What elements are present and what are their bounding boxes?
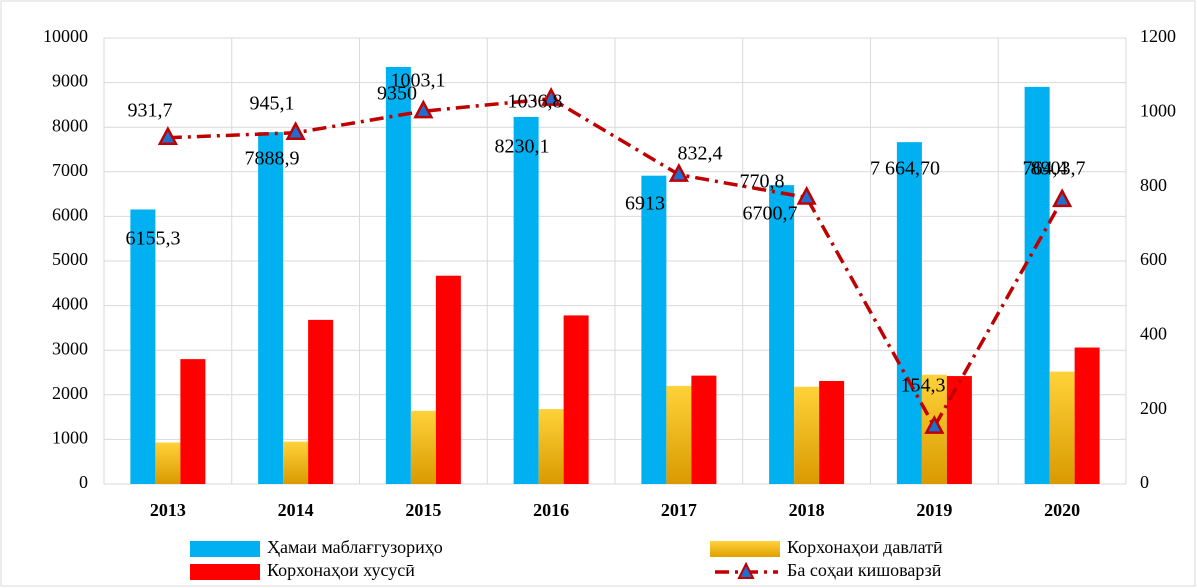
legend-label: Корхонаҳои давлатӣ bbox=[787, 537, 943, 557]
bar bbox=[538, 409, 564, 484]
y2-tick-label: 1200 bbox=[1140, 26, 1176, 46]
data-label: 764,4 bbox=[1023, 158, 1068, 180]
y2-tick-label: 200 bbox=[1140, 398, 1167, 418]
bar bbox=[769, 185, 795, 484]
data-label: 8230,1 bbox=[495, 136, 550, 158]
y-tick-label: 3000 bbox=[52, 338, 88, 358]
legend-swatch bbox=[190, 541, 260, 557]
bar bbox=[155, 442, 181, 484]
y2-tick-label: 800 bbox=[1140, 175, 1167, 195]
y-tick-label: 8000 bbox=[52, 115, 88, 135]
bar bbox=[563, 315, 589, 484]
x-tick-label: 2019 bbox=[916, 500, 952, 520]
y-tick-label: 10000 bbox=[43, 26, 88, 46]
y-tick-label: 4000 bbox=[52, 294, 88, 314]
bar bbox=[641, 175, 667, 484]
marker bbox=[796, 185, 817, 205]
data-label: 7888,9 bbox=[245, 148, 300, 170]
data-label: 7 664,70 bbox=[870, 158, 940, 180]
legend-label: Корхонаҳои хусусӣ bbox=[267, 560, 415, 580]
bar bbox=[308, 319, 334, 484]
marker bbox=[668, 162, 689, 182]
y-tick-label: 9000 bbox=[52, 71, 88, 91]
y2-tick-label: 0 bbox=[1140, 472, 1149, 492]
bar bbox=[258, 132, 284, 484]
marker bbox=[157, 126, 178, 145]
bar bbox=[410, 410, 436, 484]
x-tick-label: 2017 bbox=[661, 500, 697, 520]
y-tick-label: 5000 bbox=[52, 249, 88, 269]
y-tick-label: 1000 bbox=[52, 428, 88, 448]
x-tick-label: 2016 bbox=[533, 500, 569, 520]
bar bbox=[1074, 347, 1100, 484]
data-label: 9350 bbox=[377, 83, 417, 105]
data-label: 8903,7 bbox=[1031, 158, 1086, 180]
bar bbox=[691, 375, 717, 484]
bar bbox=[946, 376, 972, 484]
marker bbox=[1052, 188, 1073, 208]
marker bbox=[541, 86, 562, 106]
x-tick-label: 2018 bbox=[789, 500, 825, 520]
y-tick-label: 7000 bbox=[52, 160, 88, 180]
data-label: 945,1 bbox=[250, 93, 295, 115]
marker bbox=[285, 121, 306, 140]
data-label: 154,3 bbox=[901, 375, 946, 397]
bar bbox=[1049, 371, 1075, 484]
bar bbox=[130, 209, 156, 484]
x-tick-label: 2014 bbox=[278, 500, 314, 520]
y2-tick-label: 600 bbox=[1140, 249, 1167, 269]
bar bbox=[794, 386, 820, 484]
x-tick-label: 2020 bbox=[1044, 500, 1080, 520]
x-tick-label: 2013 bbox=[150, 500, 186, 520]
legend-label: Ба соҳаи кишоварзӣ bbox=[787, 560, 942, 580]
y-tick-label: 6000 bbox=[52, 205, 88, 225]
marker bbox=[413, 99, 434, 119]
data-label: 6913 bbox=[625, 193, 665, 215]
bar bbox=[1024, 86, 1050, 484]
line bbox=[167, 96, 1064, 431]
data-label: 6155,3 bbox=[126, 228, 181, 250]
legend-label: Ҳамаи маблағгузориҳо bbox=[267, 537, 443, 557]
data-label: 931,7 bbox=[128, 100, 173, 122]
bar bbox=[283, 441, 309, 484]
data-label: 1036,8 bbox=[508, 91, 563, 113]
data-label: 6700,7 bbox=[743, 203, 798, 225]
y2-tick-label: 1000 bbox=[1140, 100, 1176, 120]
bar bbox=[819, 380, 845, 484]
y-tick-label: 0 bbox=[79, 472, 88, 492]
bar bbox=[666, 385, 692, 484]
data-label: 770,8 bbox=[740, 171, 785, 193]
marker bbox=[924, 414, 945, 434]
bar bbox=[435, 275, 461, 484]
data-label: 1003,1 bbox=[391, 70, 446, 92]
y-tick-label: 2000 bbox=[52, 383, 88, 403]
bar bbox=[896, 142, 922, 485]
bar bbox=[385, 66, 411, 485]
legend-marker bbox=[737, 561, 755, 579]
legend-swatch bbox=[190, 564, 260, 580]
bar bbox=[180, 359, 206, 484]
legend-swatch bbox=[710, 541, 780, 557]
x-tick-label: 2015 bbox=[405, 500, 441, 520]
data-label: 832,4 bbox=[678, 143, 723, 165]
bar bbox=[513, 116, 539, 485]
y2-tick-label: 400 bbox=[1140, 323, 1167, 343]
